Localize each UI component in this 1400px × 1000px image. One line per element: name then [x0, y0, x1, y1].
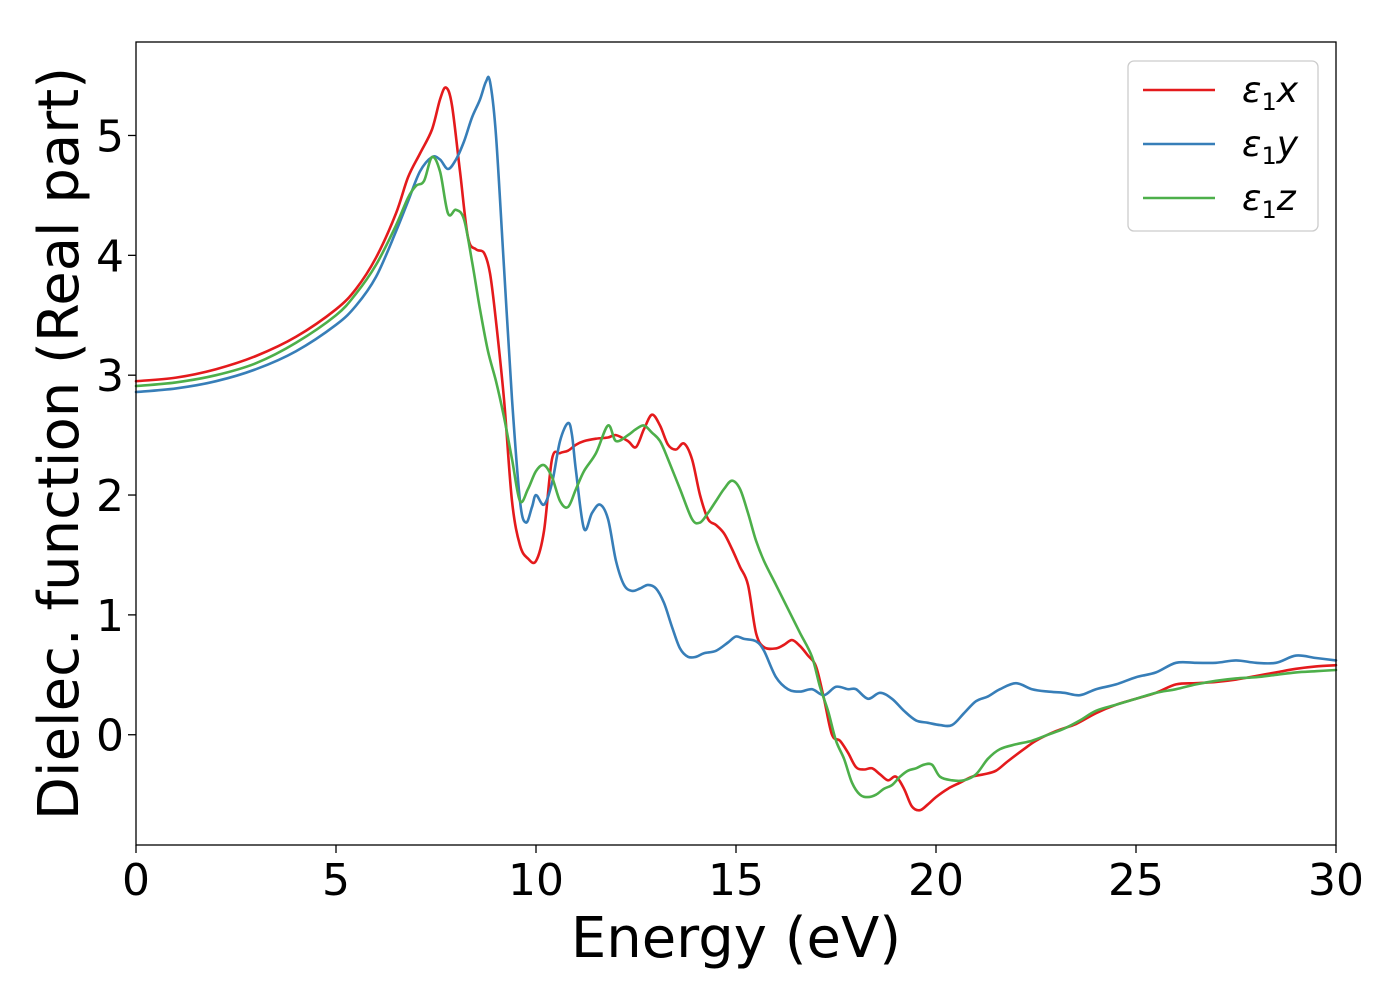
- x-tick-label: 20: [908, 855, 964, 906]
- x-axis-ticks: 0 5 10 15 20 25 30: [122, 845, 1364, 906]
- series-line-y: [134, 75, 1338, 728]
- x-tick-label: 5: [322, 855, 350, 906]
- y-tick-label: 5: [96, 111, 124, 162]
- legend-label-x: ε1x: [1242, 70, 1299, 116]
- x-tick-label: 0: [122, 855, 150, 906]
- x-tick-label: 15: [708, 855, 764, 906]
- legend-box: [1127, 60, 1319, 232]
- y-tick-label: 3: [96, 351, 124, 402]
- y-tick-label: 1: [96, 591, 124, 642]
- series-layer: [134, 75, 1338, 812]
- x-tick-label: 30: [1308, 855, 1364, 906]
- y-axis-ticks: 0 1 2 3 4 5: [96, 111, 136, 762]
- x-tick-label: 25: [1108, 855, 1164, 906]
- series-line-z: [134, 155, 1338, 799]
- x-axis-title: Energy (eV): [571, 906, 901, 971]
- y-tick-label: 2: [96, 471, 124, 522]
- y-tick-label: 4: [96, 231, 124, 282]
- legend-label-y: ε1y: [1242, 124, 1299, 170]
- y-tick-label: 0: [96, 711, 124, 762]
- y-axis-title: Dielec. function (Real part): [27, 67, 92, 820]
- legend-label-z: ε1z: [1242, 178, 1297, 224]
- x-tick-label: 10: [508, 855, 564, 906]
- legend: ε1x ε1y ε1z: [1127, 60, 1319, 232]
